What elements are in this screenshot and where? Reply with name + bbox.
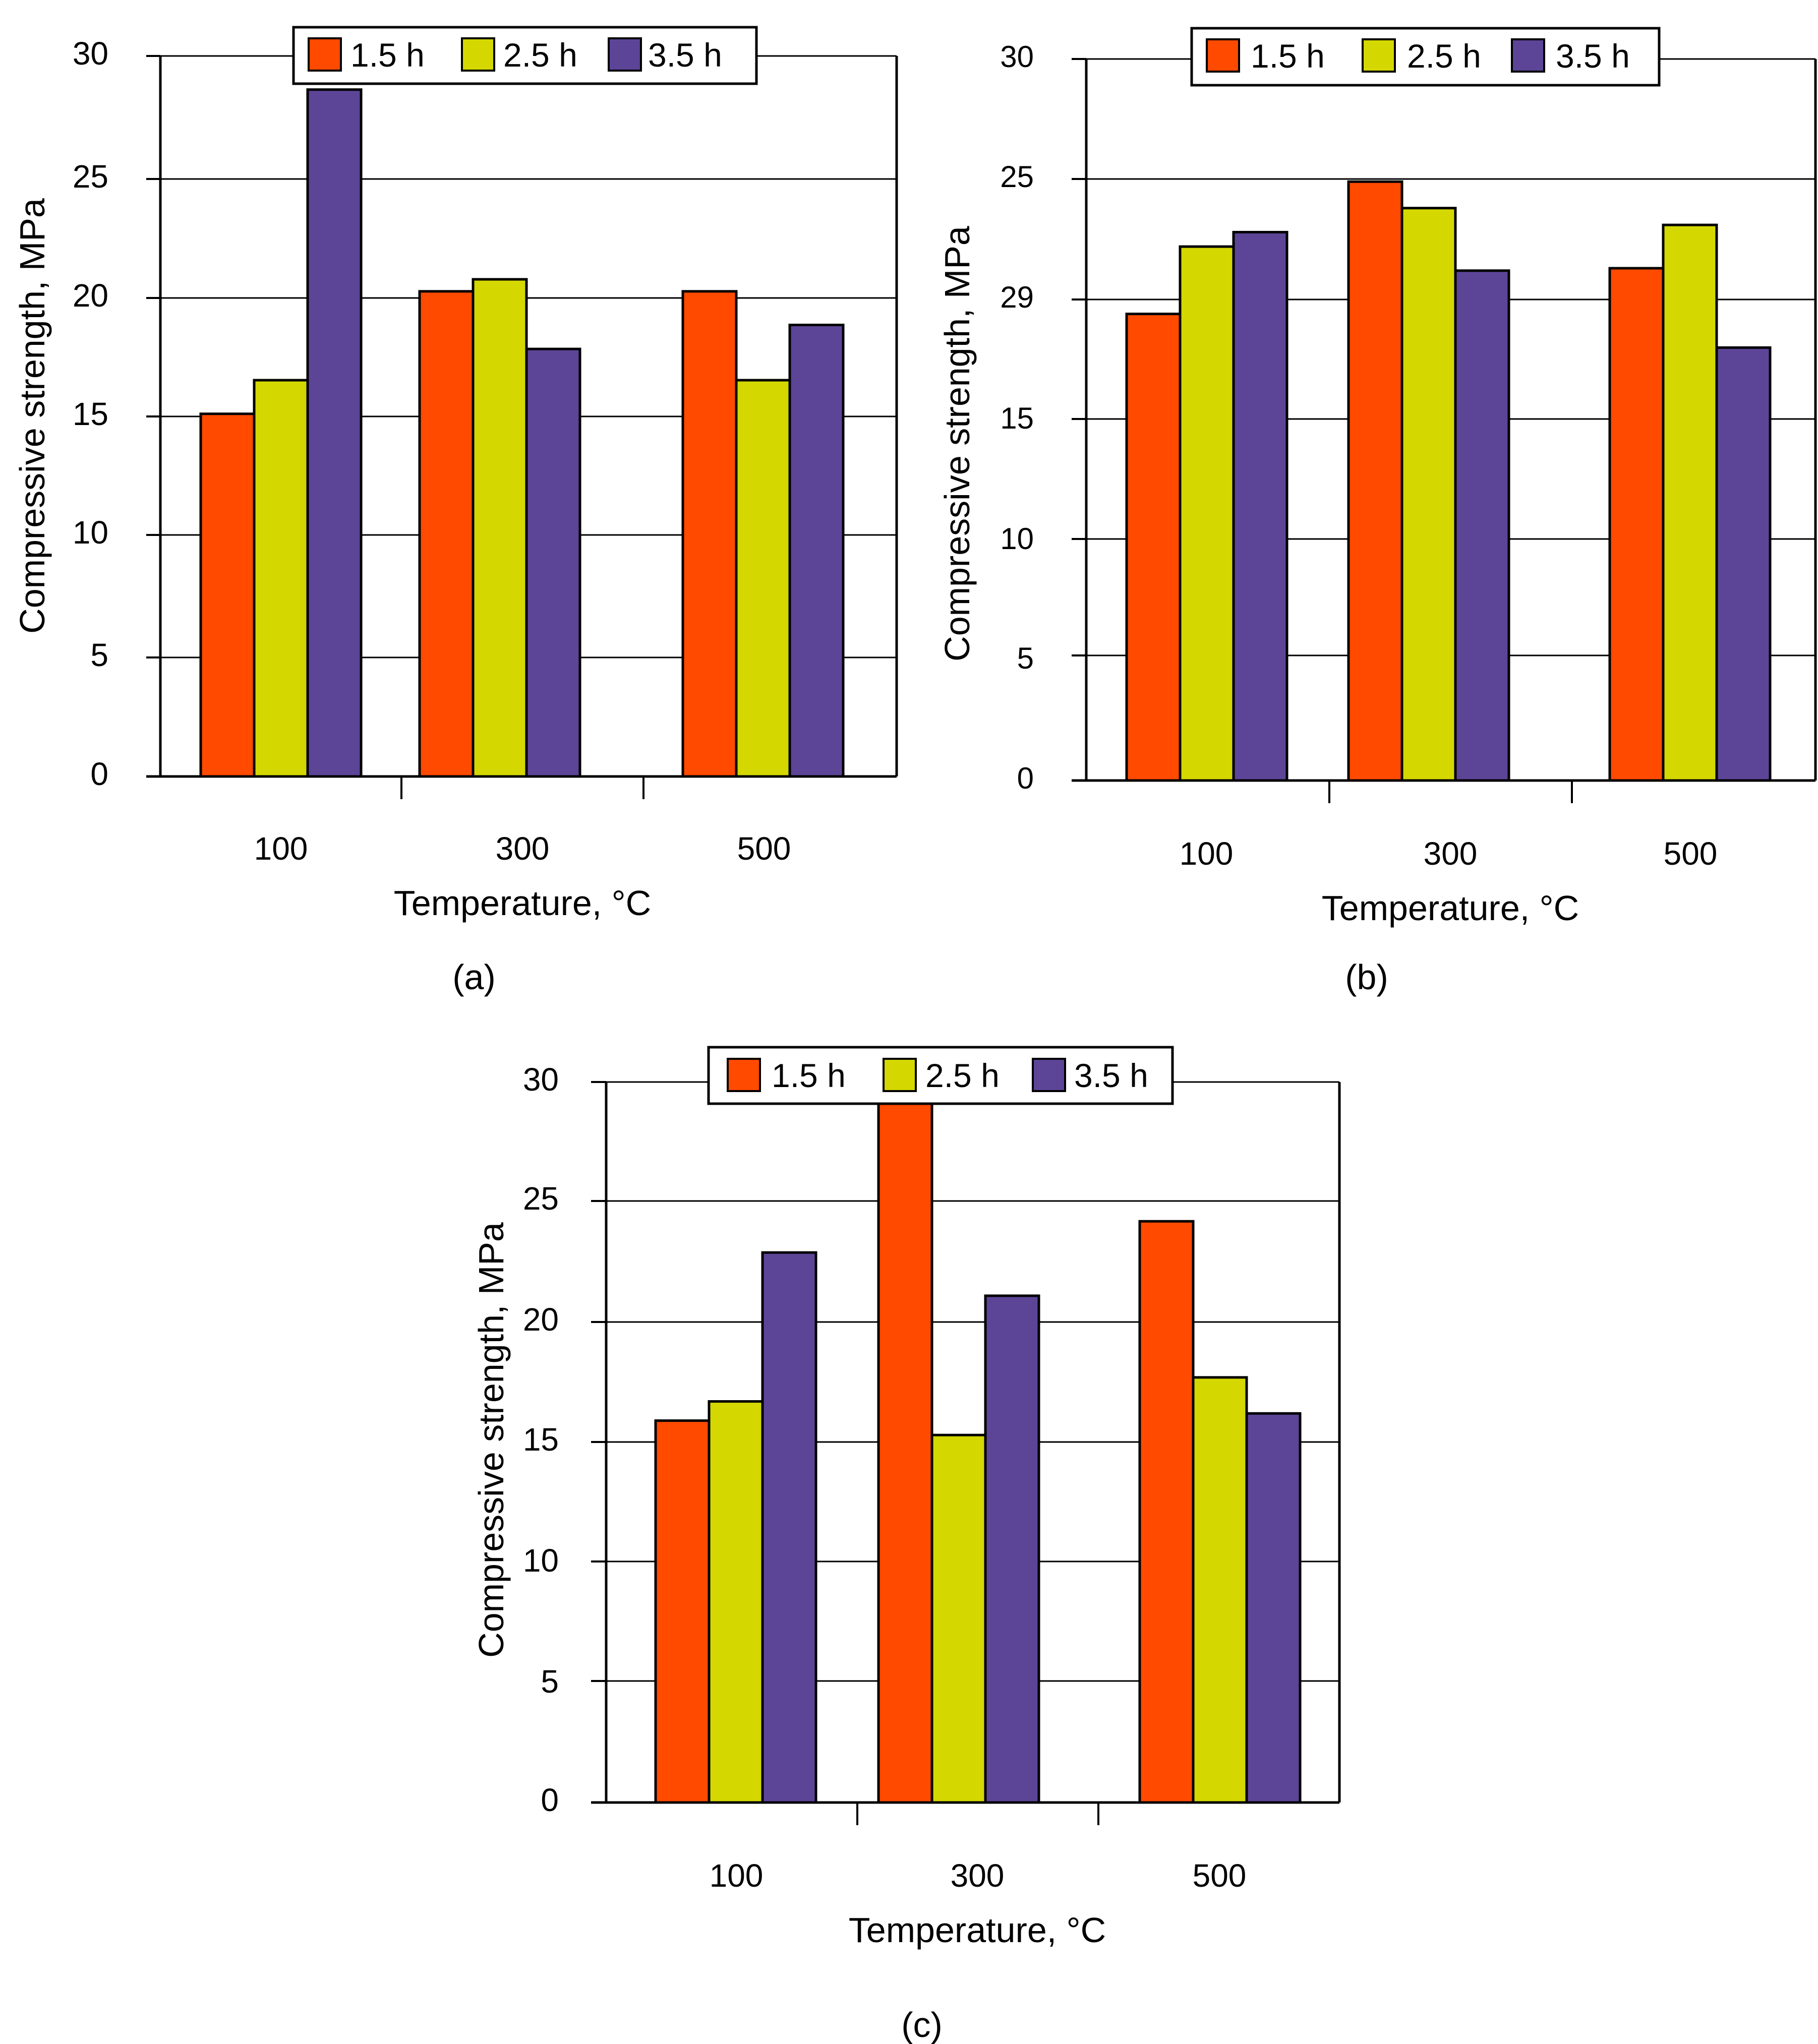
panel-a: 0 5 10 15 20 25 30 100 300 500 Temperatu… [13, 26, 898, 997]
y-tick-label: 30 [523, 1061, 559, 1098]
y-tick-label: 5 [1017, 641, 1034, 675]
y-tick-label: 25 [73, 158, 108, 195]
bar-300-3.5h [525, 347, 581, 778]
y-tick-label: 29 [1000, 280, 1034, 314]
bar-500-2.5h [735, 379, 791, 778]
panel-label: (c) [901, 2005, 943, 2044]
legend-swatch-1.5h [308, 37, 342, 72]
bar-100-3.5h [1232, 230, 1288, 782]
x-tick-label: 100 [254, 830, 308, 867]
bar-300-2.5h [472, 278, 528, 778]
y-tick-label: 10 [73, 514, 108, 551]
y-tick-label: 5 [90, 637, 108, 673]
bar-100-2.5h [1179, 245, 1235, 782]
legend-label: 3.5 h [1074, 1057, 1148, 1094]
bar-500-1.5h [1608, 267, 1665, 782]
bar-500-1.5h [681, 290, 738, 778]
y-tick-label: 30 [73, 35, 108, 72]
x-tick-label: 500 [1664, 835, 1718, 872]
x-axis-title: Temperature, °C [394, 883, 651, 923]
bar-100-1.5h [1125, 313, 1182, 782]
x-axis-title: Temperature, °C [1322, 888, 1579, 928]
legend-swatch-1.5h [1206, 38, 1240, 73]
legend-swatch-3.5h [1032, 1058, 1066, 1092]
y-tick-label: 0 [541, 1782, 559, 1818]
y-tick-label: 5 [541, 1663, 559, 1700]
y-tick-label: 20 [73, 277, 108, 314]
bar-500-1.5h [1138, 1220, 1195, 1804]
bar-100-3.5h [306, 88, 363, 778]
legend-swatch-3.5h [608, 37, 642, 72]
legend-swatch-3.5h [1511, 38, 1545, 73]
bar-100-2.5h [253, 379, 309, 778]
x-axis-title: Temperature, °C [849, 1910, 1106, 1950]
legend-label: 1.5 h [772, 1057, 846, 1094]
bar-100-2.5h [708, 1400, 764, 1804]
bar-300-2.5h [930, 1433, 987, 1804]
legend-label: 1.5 h [1251, 37, 1325, 75]
bar-300-1.5h [877, 1100, 933, 1804]
bar-500-3.5h [1715, 346, 1772, 782]
legend-swatch-2.5h [1362, 38, 1396, 73]
legend-label: 2.5 h [925, 1057, 1000, 1094]
bar-100-3.5h [761, 1251, 817, 1804]
legend-label: 1.5 h [350, 36, 425, 74]
bar-300-1.5h [418, 290, 475, 778]
legend: 1.5 h 2.5 h 3.5 h [1190, 27, 1661, 87]
panel-label: (b) [1345, 957, 1388, 997]
y-axis-title: Compressive strength, MPa [472, 1222, 511, 1658]
y-tick-label: 25 [1000, 160, 1034, 194]
x-tick-label: 500 [1193, 1857, 1247, 1894]
x-tick-label: 300 [951, 1857, 1005, 1894]
legend-swatch-2.5h [883, 1058, 917, 1092]
legend-label: 2.5 h [1407, 37, 1481, 75]
legend-swatch-2.5h [461, 37, 495, 72]
x-tick-label: 300 [496, 830, 550, 867]
x-tick-label: 300 [1424, 835, 1478, 872]
y-tick-label: 15 [73, 396, 108, 432]
legend-label: 2.5 h [503, 36, 577, 74]
panel-label: (a) [452, 957, 496, 997]
bar-500-2.5h [1662, 223, 1718, 782]
bar-300-1.5h [1347, 180, 1403, 782]
bar-100-1.5h [199, 412, 256, 778]
y-tick-label: 0 [90, 756, 108, 792]
bar-100-1.5h [654, 1419, 711, 1804]
y-axis-title: Compressive strength, MPa [937, 226, 977, 662]
x-tick-label: 500 [737, 830, 791, 867]
bar-500-3.5h [1245, 1412, 1302, 1804]
panel-b: 0 5 10 15 29 25 30 100 300 500 Temperatu… [937, 27, 1817, 997]
y-axis-title: Compressive strength, MPa [13, 198, 52, 634]
x-tick-labels: 100 300 500 [710, 1857, 1247, 1894]
x-tick-label: 100 [1180, 835, 1234, 872]
legend-swatch-1.5h [727, 1058, 761, 1092]
legend-label: 3.5 h [648, 36, 722, 74]
y-tick-labels: 0 5 10 15 20 25 30 [523, 1061, 559, 1818]
y-tick-labels: 0 5 10 15 20 25 30 [73, 35, 108, 792]
bar-300-3.5h [984, 1294, 1040, 1804]
y-tick-label: 10 [523, 1542, 559, 1579]
x-tick-labels: 100 300 500 [1180, 835, 1718, 872]
x-tick-label: 100 [710, 1857, 764, 1894]
bar-500-2.5h [1192, 1376, 1248, 1804]
legend: 1.5 h 2.5 h 3.5 h [707, 1046, 1174, 1105]
bar-300-3.5h [1454, 269, 1510, 782]
y-tick-label: 0 [1017, 761, 1034, 795]
x-tick-labels: 100 300 500 [254, 830, 791, 867]
y-tick-label: 15 [523, 1421, 559, 1458]
legend-label: 3.5 h [1556, 37, 1630, 75]
bar-300-2.5h [1400, 207, 1457, 782]
y-tick-label: 25 [523, 1180, 559, 1217]
panel-c: 0 5 10 15 20 25 30 100 300 500 Temperatu… [472, 1046, 1341, 2044]
y-tick-label: 10 [1000, 522, 1034, 556]
y-tick-label: 15 [1000, 401, 1034, 435]
y-tick-labels: 0 5 10 15 29 25 30 [1000, 40, 1034, 795]
bar-500-3.5h [788, 323, 845, 778]
legend: 1.5 h 2.5 h 3.5 h [292, 26, 758, 85]
y-tick-label: 30 [1000, 40, 1034, 74]
y-tick-label: 20 [523, 1301, 559, 1338]
